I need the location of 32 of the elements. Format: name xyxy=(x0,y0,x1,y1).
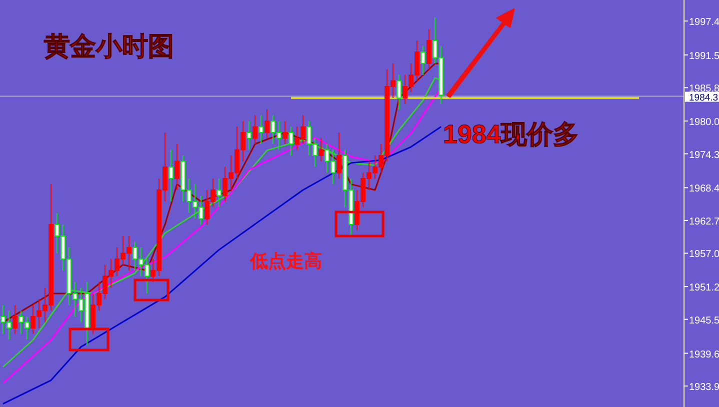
candlestick xyxy=(252,114,258,144)
candlestick xyxy=(246,120,252,150)
y-tick-label: 1933.9 xyxy=(689,382,719,394)
candlestick xyxy=(282,120,288,144)
ref-line-label: 1984.3 xyxy=(689,92,718,104)
y-tick-label: 1968.4 xyxy=(689,184,719,195)
candlestick xyxy=(336,132,342,179)
candlestick xyxy=(12,304,18,334)
candlestick xyxy=(216,178,222,208)
candlestick xyxy=(420,46,426,76)
y-tick-label: 1951.2 xyxy=(689,282,719,294)
y-tick-label: 1939.6 xyxy=(689,349,719,360)
candlestick xyxy=(288,126,294,156)
line-series xyxy=(2,126,442,405)
candlestick xyxy=(426,28,432,70)
y-tick-label: 1997.4 xyxy=(689,16,719,28)
candlestick xyxy=(174,144,180,190)
y-tick-label: 1985.8 xyxy=(689,84,719,95)
y-tick-label: 1962.7 xyxy=(689,216,719,228)
y-tick-label: 1957.0 xyxy=(689,249,719,260)
candlestick xyxy=(168,149,174,202)
y-tick-label: 1974.3 xyxy=(689,150,719,161)
y-tick-label: 1991.5 xyxy=(689,50,719,62)
y-tick-label: 1945.5 xyxy=(689,315,719,326)
candlestick xyxy=(258,114,264,144)
candlestick xyxy=(396,74,402,110)
text: 黄金小时图 xyxy=(43,31,174,61)
candlestick xyxy=(264,109,270,139)
y-tick-label: 1980.0 xyxy=(689,117,719,128)
candlestick xyxy=(318,138,324,162)
annotation: 1984现价多 xyxy=(443,119,579,149)
annotation: 低点走高 xyxy=(249,251,322,271)
